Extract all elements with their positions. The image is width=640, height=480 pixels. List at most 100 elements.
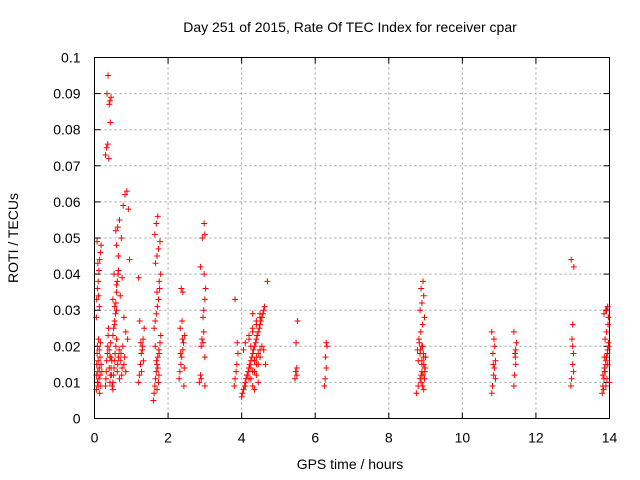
data-point bbox=[569, 321, 576, 328]
data-point bbox=[321, 383, 328, 390]
data-point bbox=[152, 343, 159, 350]
data-point bbox=[415, 336, 422, 343]
data-point bbox=[117, 292, 124, 299]
data-points bbox=[93, 72, 613, 404]
data-point bbox=[114, 278, 121, 285]
data-point bbox=[513, 339, 520, 346]
data-point bbox=[96, 256, 103, 263]
data-point bbox=[489, 350, 496, 357]
data-point bbox=[198, 336, 205, 343]
data-point bbox=[106, 346, 113, 353]
data-point bbox=[108, 372, 115, 379]
data-point bbox=[490, 361, 497, 368]
data-point bbox=[118, 372, 125, 379]
data-point bbox=[112, 227, 119, 234]
data-point bbox=[136, 318, 143, 325]
data-point bbox=[198, 375, 205, 382]
data-point bbox=[251, 386, 258, 393]
data-point bbox=[106, 101, 113, 108]
data-point bbox=[512, 346, 519, 353]
data-point bbox=[490, 336, 497, 343]
data-point bbox=[104, 90, 111, 97]
data-point bbox=[231, 383, 238, 390]
data-point bbox=[201, 296, 208, 303]
data-point bbox=[200, 314, 207, 321]
data-point bbox=[153, 310, 160, 317]
data-point bbox=[255, 328, 262, 335]
data-point bbox=[293, 339, 300, 346]
data-point bbox=[568, 375, 575, 382]
data-point bbox=[488, 328, 495, 335]
data-point bbox=[511, 372, 518, 379]
data-point bbox=[126, 256, 133, 263]
data-point bbox=[488, 390, 495, 397]
data-point bbox=[176, 375, 183, 382]
data-point bbox=[156, 350, 163, 357]
data-point bbox=[155, 372, 162, 379]
x-tick-label: 8 bbox=[385, 430, 393, 446]
grid-layer bbox=[94, 57, 610, 419]
data-point bbox=[568, 256, 575, 263]
data-point bbox=[262, 361, 269, 368]
data-point bbox=[233, 368, 240, 375]
data-point bbox=[122, 328, 129, 335]
data-point bbox=[260, 307, 267, 314]
data-point bbox=[180, 339, 187, 346]
data-point bbox=[599, 372, 606, 379]
data-point bbox=[156, 238, 163, 245]
data-point bbox=[119, 274, 126, 281]
data-point bbox=[249, 350, 256, 357]
data-point bbox=[255, 379, 262, 386]
data-point bbox=[104, 350, 111, 357]
data-point bbox=[115, 271, 122, 278]
x-axis-title: GPS time / hours bbox=[297, 456, 404, 472]
data-point bbox=[138, 368, 145, 375]
data-point bbox=[491, 343, 498, 350]
y-tick-label: 0.02 bbox=[53, 338, 80, 354]
y-axis-title: ROTI / TECUs bbox=[5, 193, 21, 283]
data-point bbox=[254, 332, 261, 339]
data-point bbox=[104, 141, 111, 148]
data-point bbox=[603, 307, 610, 314]
data-point bbox=[157, 271, 164, 278]
y-tick-label: 0.1 bbox=[61, 50, 81, 66]
data-point bbox=[151, 325, 158, 332]
x-tick-label: 0 bbox=[91, 430, 99, 446]
data-point bbox=[323, 364, 330, 371]
data-point bbox=[201, 271, 208, 278]
data-point bbox=[421, 314, 428, 321]
data-point bbox=[255, 350, 262, 357]
data-point bbox=[242, 383, 249, 390]
data-point bbox=[256, 325, 263, 332]
data-point bbox=[246, 336, 252, 343]
data-point bbox=[322, 354, 329, 361]
data-point bbox=[570, 263, 577, 270]
data-point bbox=[419, 278, 426, 285]
data-point bbox=[97, 249, 104, 256]
x-tick-label: 10 bbox=[455, 430, 471, 446]
data-point bbox=[418, 285, 425, 292]
data-point bbox=[154, 386, 161, 393]
data-point bbox=[252, 339, 259, 346]
data-point bbox=[114, 224, 121, 231]
data-point bbox=[293, 364, 300, 371]
data-point bbox=[419, 321, 426, 328]
plot-frame bbox=[94, 57, 610, 419]
data-point bbox=[153, 368, 160, 375]
data-point bbox=[94, 343, 101, 350]
y-tick-label: 0.09 bbox=[53, 86, 80, 102]
data-point bbox=[512, 354, 519, 361]
data-point bbox=[200, 328, 207, 335]
data-point bbox=[179, 336, 186, 343]
tick-marks bbox=[94, 57, 610, 419]
data-point bbox=[600, 386, 607, 393]
data-point bbox=[240, 386, 247, 393]
data-point bbox=[113, 307, 120, 314]
data-point bbox=[232, 375, 239, 382]
data-point bbox=[105, 72, 112, 79]
data-point bbox=[197, 263, 204, 270]
data-point bbox=[253, 321, 260, 328]
data-point bbox=[109, 296, 116, 303]
data-point bbox=[115, 253, 122, 260]
